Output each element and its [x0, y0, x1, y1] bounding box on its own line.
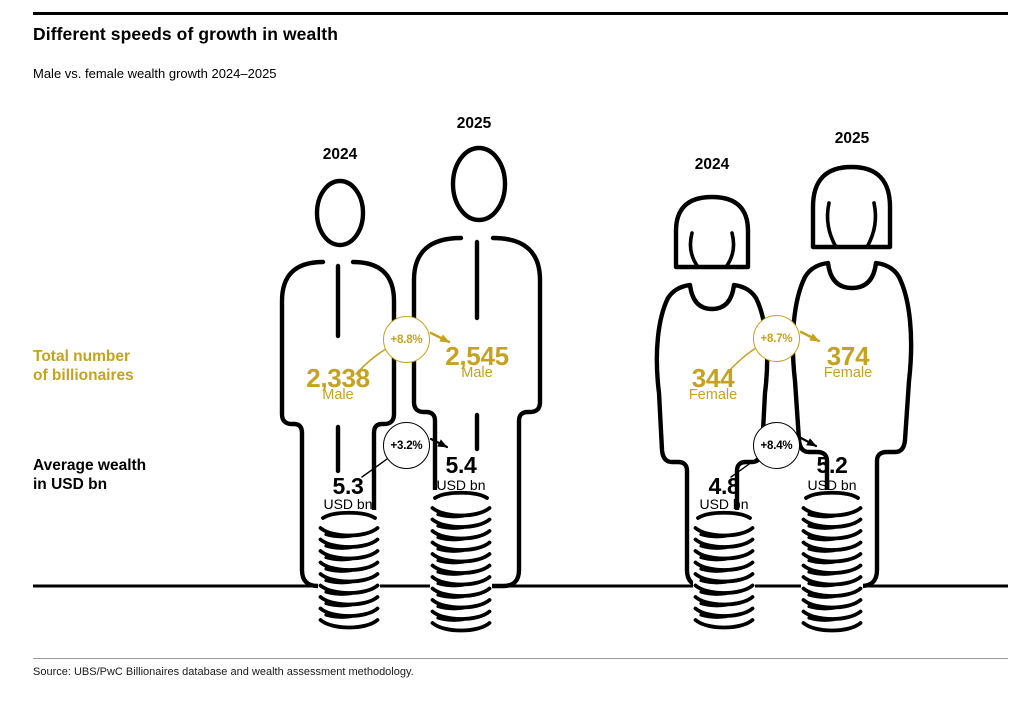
- male-2025-count: 2,545: [445, 341, 509, 371]
- female-2025-unit-label: USD bn: [807, 477, 857, 493]
- metric-billionaires-line1: Total number: [33, 348, 131, 365]
- metric-label-wealth: Average wealth in USD bn: [33, 456, 146, 494]
- female-count-arrow: [799, 330, 821, 343]
- female-2024-face-right: [724, 231, 736, 269]
- male-wealth-arrow: [429, 437, 449, 449]
- source-rule: [33, 658, 1008, 659]
- metric-wealth-line2: in USD bn: [33, 476, 108, 493]
- female-2024-wealth: 4.8: [708, 473, 740, 499]
- female-2025-face-right: [865, 201, 878, 249]
- female-2024-year-label: 2024: [694, 156, 730, 173]
- female-2024-gender-label: Female: [688, 387, 738, 403]
- male-2024-wealth: 5.3: [332, 473, 364, 499]
- female-2025-wealth: 5.2: [816, 452, 848, 478]
- female-count-growth-badge: +8.7%: [753, 315, 800, 362]
- page-subtitle: Male vs. female wealth growth 2024–2025: [33, 66, 277, 81]
- female-2025-coins: [801, 490, 863, 639]
- male-count-growth-badge: +8.8%: [383, 316, 430, 363]
- female-2025-body: [790, 260, 914, 589]
- male-2025-coins: [430, 490, 492, 639]
- page-title: Different speeds of growth in wealth: [33, 24, 339, 44]
- male-2025-head: [450, 145, 508, 223]
- female-2024-face-left: [688, 231, 700, 269]
- female-2024-hair: [673, 194, 751, 270]
- male-2024-year-label: 2024: [322, 146, 358, 163]
- female-2024-coins: [693, 510, 755, 636]
- male-2024-gender-label: Male: [322, 387, 354, 403]
- male-2025-year-label: 2025: [456, 115, 492, 132]
- female-wealth-arrow: [799, 436, 818, 448]
- male-2024-head: [314, 178, 366, 248]
- male-2025-unit-label: USD bn: [436, 477, 486, 493]
- female-2025-face-left: [825, 201, 838, 249]
- male-2024-unit-label: USD bn: [323, 496, 373, 512]
- male-2024-count: 2,338: [306, 363, 370, 393]
- female-wealth-growth-badge: +8.4%: [753, 422, 800, 469]
- coin-stacks: [318, 490, 863, 639]
- male-2025-wealth: 5.4: [445, 452, 477, 478]
- male-count-tail: [355, 348, 387, 375]
- female-2025-hair: [810, 164, 893, 250]
- source-text: Source: UBS/PwC Billionaires database an…: [33, 666, 414, 678]
- male-2025-gender-label: Male: [461, 365, 493, 381]
- female-2024-unit-label: USD bn: [699, 496, 749, 512]
- female-2025-count: 374: [826, 341, 870, 371]
- female-2025-year-label: 2025: [834, 130, 870, 147]
- female-count-tail: [726, 347, 757, 374]
- male-count-arrow: [429, 331, 451, 344]
- male-wealth-growth-badge: +3.2%: [383, 422, 430, 469]
- metric-wealth-line1: Average wealth: [33, 457, 147, 474]
- top-rule: [33, 12, 1008, 15]
- female-2025-gender-label: Female: [823, 365, 873, 381]
- female-2025-figure: [790, 164, 914, 589]
- metric-billionaires-line2: of billionaires: [33, 367, 134, 384]
- male-2024-coins: [318, 510, 380, 636]
- metric-label-billionaires: Total number of billionaires: [33, 347, 134, 385]
- female-2024-count: 344: [691, 363, 735, 393]
